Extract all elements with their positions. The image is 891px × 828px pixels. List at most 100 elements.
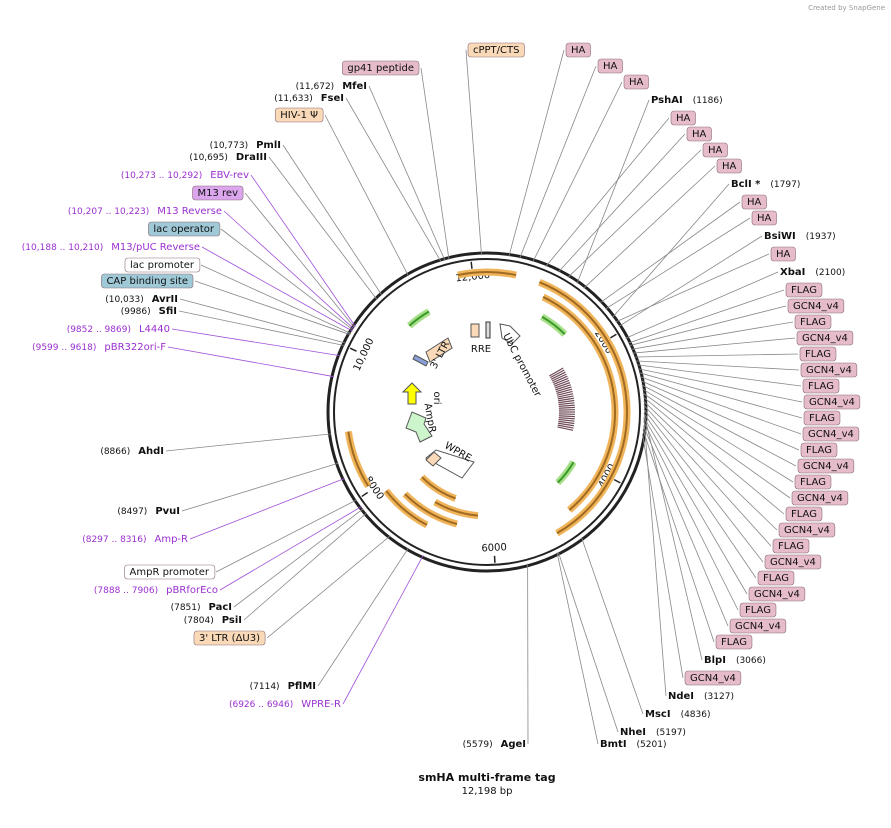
feature-arc <box>421 476 456 500</box>
leader-lines <box>165 49 803 745</box>
label-position: (8497) <box>117 507 147 517</box>
leader-line <box>368 85 446 261</box>
leader-line <box>178 310 345 347</box>
leader-line <box>215 499 358 573</box>
leader-line <box>200 264 352 334</box>
leader-line <box>581 537 644 715</box>
label-position: (10,695) <box>189 153 228 163</box>
decoration <box>401 321 521 479</box>
feature-box <box>803 410 841 426</box>
leader-line <box>643 417 748 595</box>
feature-label: HA <box>571 45 586 56</box>
site-label: NheI (5197) <box>620 727 686 738</box>
label-name: PvuI <box>155 506 180 517</box>
leader-line <box>643 400 778 531</box>
label-position: (8866) <box>100 447 130 457</box>
label-name: pBR322ori-F <box>104 342 166 353</box>
leader-line <box>557 133 686 273</box>
feature-label: AmpR promoter <box>130 567 210 578</box>
feature-label: HIV-1 Ψ <box>280 110 318 121</box>
label-name: NheI <box>620 727 646 738</box>
leader-line <box>643 413 757 579</box>
primer-label: (9599 .. 9618) pBR322ori-F <box>32 342 166 353</box>
feature-label: FLAG <box>791 285 817 296</box>
hatch <box>556 390 573 396</box>
feature-label: GCN4_v4 <box>735 621 781 632</box>
leader-line <box>465 49 482 256</box>
feature-label: FLAG <box>809 413 835 424</box>
ampr-feature <box>405 411 433 443</box>
site-label: XbaI (2100) <box>780 267 845 278</box>
leader-line <box>268 156 378 301</box>
hatch <box>552 375 568 384</box>
hatch <box>549 369 565 379</box>
leader-line <box>250 174 356 327</box>
feature-arc <box>347 431 370 487</box>
hatch <box>558 415 575 418</box>
feature-box <box>800 362 858 378</box>
feature-label: 3' LTR (ΔU3) <box>199 633 260 644</box>
hatch <box>551 373 567 382</box>
leader-line <box>532 81 623 263</box>
feature-arc <box>434 501 479 517</box>
label-position: (1797) <box>770 180 800 190</box>
leader-line <box>632 337 796 354</box>
feature-label: HA <box>776 249 791 260</box>
label-name: AhdI <box>138 446 164 457</box>
feature-label: M13 rev <box>198 188 239 199</box>
feature-label: FLAG <box>808 381 834 392</box>
leader-line <box>167 346 335 378</box>
leader-line <box>642 429 715 643</box>
label-name: BsiWI <box>764 231 796 242</box>
label-name: Amp-R <box>155 534 189 545</box>
ring-tick <box>349 347 357 352</box>
hatch <box>555 386 572 393</box>
ring-tick <box>361 491 369 498</box>
feature-box <box>785 282 823 298</box>
feature-box <box>802 378 840 394</box>
hatch <box>558 406 575 409</box>
site-label: (11,672) MfeI <box>296 81 367 92</box>
feature-label: FLAG <box>800 477 826 488</box>
leader-line <box>605 217 751 310</box>
feature-box <box>770 246 796 262</box>
feature-box <box>686 126 712 142</box>
label-name: PmlI <box>256 140 281 151</box>
leader-line <box>599 201 741 304</box>
hatch <box>555 384 571 391</box>
leader-line <box>636 364 802 387</box>
label-position: (7114) <box>250 682 280 692</box>
label-position: (6926 .. 6946) <box>229 700 293 710</box>
feature-box <box>791 490 849 506</box>
feature-arc <box>457 271 517 277</box>
hatch <box>558 404 575 407</box>
feature-box <box>741 194 767 210</box>
ltr-feature <box>425 451 442 467</box>
label-position: (7804) <box>184 616 214 626</box>
green-arc <box>541 315 566 335</box>
feature-label: GCN4_v4 <box>754 589 800 600</box>
feature-name: ori <box>431 391 442 404</box>
feature-label: GCN4_v4 <box>784 525 830 536</box>
label-name: FseI <box>321 93 344 104</box>
hatch <box>558 399 575 404</box>
label-name: PflMI <box>288 681 316 692</box>
green-arc <box>556 461 575 484</box>
primer-label: (8297 .. 8316) Amp-R <box>82 534 188 545</box>
feature-label: CAP binding site <box>106 276 188 287</box>
label-position: (1937) <box>806 232 836 242</box>
feature-arc-outline <box>344 430 372 489</box>
feature-label: FLAG <box>800 317 826 328</box>
feature-box <box>739 602 777 618</box>
feature-label: HA <box>629 77 644 88</box>
label-name: PacI <box>209 602 232 613</box>
feature-arc-outline <box>419 474 457 502</box>
feature-label: GCN4_v4 <box>806 365 852 376</box>
feature-box <box>124 564 216 580</box>
label-name: BclI * <box>731 179 761 190</box>
leader-line <box>643 396 785 515</box>
credit: Created by SnapGene <box>808 4 885 12</box>
feature-box <box>748 586 806 602</box>
feature-label: HA <box>757 213 772 224</box>
site-label: (10,695) DraIII <box>189 152 267 163</box>
